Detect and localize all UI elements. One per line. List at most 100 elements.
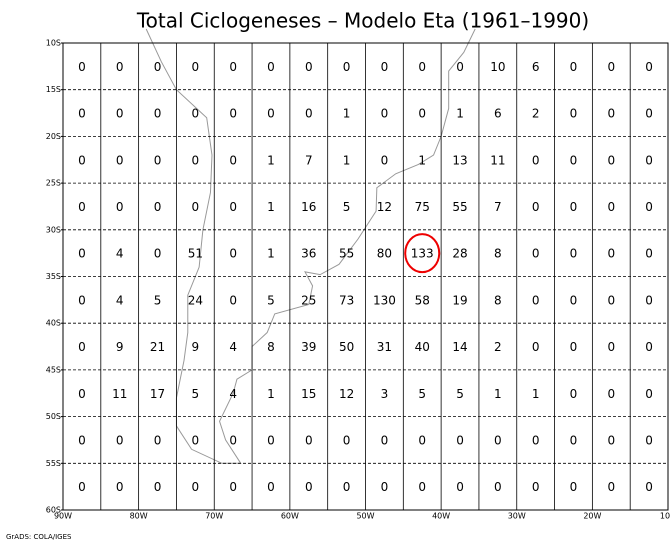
cell-value: 8 [267,340,275,354]
cell-value: 55 [339,247,354,261]
cell-value: 0 [645,247,653,261]
cell-value: 6 [494,107,502,121]
cell-value: 0 [570,293,578,307]
cell-value: 0 [570,480,578,494]
cell-value: 15 [301,387,316,401]
cell-value: 0 [532,480,540,494]
cell-value: 4 [229,340,237,354]
cell-value: 0 [116,60,124,74]
cell-value: 0 [456,60,464,74]
cell-value: 9 [116,340,124,354]
cell-value: 0 [192,433,200,447]
cell-value: 0 [418,107,426,121]
cell-value: 1 [267,200,275,214]
cell-value: 19 [452,293,467,307]
cell-value: 133 [411,247,434,261]
cell-value: 1 [267,153,275,167]
cell-value: 31 [377,340,392,354]
cell-value: 0 [192,200,200,214]
cell-value: 0 [607,293,615,307]
cell-value: 0 [78,293,86,307]
cell-value: 0 [267,60,275,74]
cell-value: 0 [494,433,502,447]
cell-value: 0 [645,153,653,167]
cell-value: 0 [154,60,162,74]
cell-value: 1 [418,153,426,167]
cell-value: 0 [418,60,426,74]
highlight-circle [404,233,441,274]
lat-label: 55S [46,459,61,468]
cell-value: 1 [532,387,540,401]
cell-value: 0 [305,60,313,74]
cell-value: 0 [456,480,464,494]
cell-value: 5 [192,387,200,401]
cell-value: 0 [607,200,615,214]
cell-value: 0 [456,433,464,447]
cell-value: 130 [373,293,396,307]
cell-value: 55 [452,200,467,214]
cell-value: 12 [377,200,392,214]
cell-value: 0 [78,387,86,401]
cells: 0 0 0 0 0 0 0 0 0 0 0 10 6 0 0 00 0 0 0 0 0 0 1 0 0 1 6 2 0 0 00 0 0 0 0 1 7… [78,60,653,494]
lat-label: 15S [46,85,61,94]
cell-value: 12 [339,387,354,401]
cell-value: 11 [112,387,127,401]
cell-value: 5 [418,387,426,401]
cell-value: 1 [267,387,275,401]
cell-value: 2 [494,340,502,354]
cell-value: 0 [645,340,653,354]
lat-label: 30S [46,225,61,234]
lon-label: 60W [281,512,299,521]
cell-value: 14 [452,340,467,354]
cell-value: 80 [377,247,392,261]
cell-value: 4 [116,247,124,261]
cell-value: 0 [78,153,86,167]
cell-value: 1 [267,247,275,261]
cell-value: 0 [645,200,653,214]
cell-value: 0 [229,60,237,74]
cell-value: 0 [154,153,162,167]
lon-label: 30W [508,512,526,521]
cell-value: 0 [305,480,313,494]
lon-label: 20W [583,512,601,521]
cell-value: 0 [645,433,653,447]
cell-value: 8 [494,293,502,307]
cell-value: 0 [78,340,86,354]
gridlines [63,43,668,510]
cell-value: 1 [343,107,351,121]
cell-value: 0 [645,107,653,121]
cell-value: 0 [418,433,426,447]
coastline [145,28,476,464]
lon-label: 70W [205,512,223,521]
cell-value: 17 [150,387,165,401]
cell-value: 0 [116,200,124,214]
cell-value: 0 [154,433,162,447]
cell-value: 7 [305,153,313,167]
cell-value: 0 [570,387,578,401]
cell-value: 0 [229,480,237,494]
cell-value: 0 [116,107,124,121]
cell-value: 0 [154,200,162,214]
cell-value: 0 [532,433,540,447]
cell-value: 0 [570,153,578,167]
cell-value: 0 [607,60,615,74]
cell-value: 9 [192,340,200,354]
lat-label: 40S [46,319,61,328]
cell-value: 51 [188,247,203,261]
lat-label: 50S [46,412,61,421]
cell-value: 5 [154,293,162,307]
cell-value: 0 [267,480,275,494]
cell-value: 0 [570,200,578,214]
cell-value: 21 [150,340,165,354]
cell-value: 0 [607,480,615,494]
cell-value: 0 [381,153,389,167]
cell-value: 6 [532,60,540,74]
cell-value: 39 [301,340,316,354]
cell-value: 0 [267,433,275,447]
cell-value: 0 [607,247,615,261]
cell-value: 0 [229,293,237,307]
cell-value: 0 [154,480,162,494]
cell-value: 0 [78,60,86,74]
cell-value: 0 [229,153,237,167]
